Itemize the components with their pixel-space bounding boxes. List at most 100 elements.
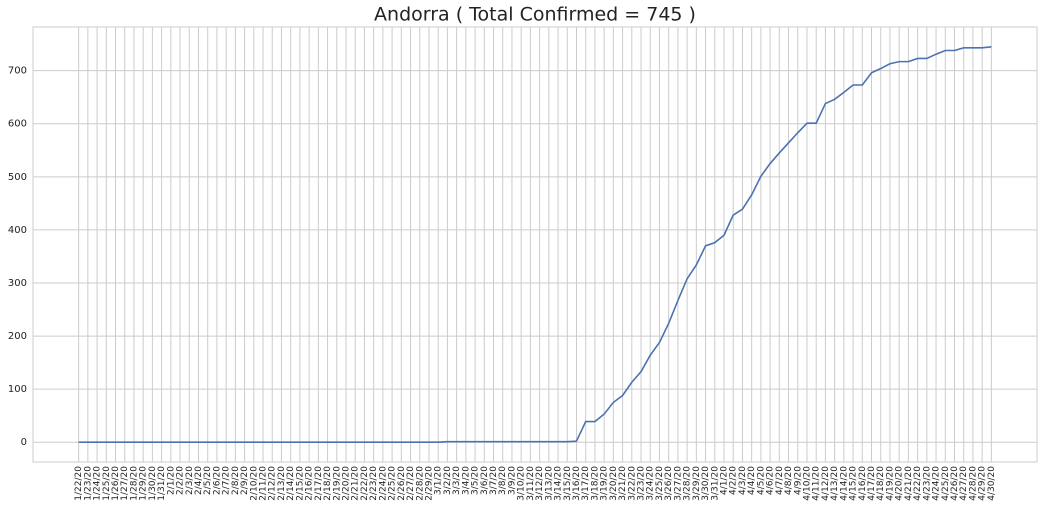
x-tick-label: 4/5/20 [756,466,766,495]
x-tick-label: 4/1/20 [719,466,729,495]
x-tick-label: 3/1/20 [434,466,444,495]
x-tick-label: 3/6/20 [480,466,490,495]
x-tick-label: 4/30/20 [987,466,997,501]
x-tick-label: 3/25/20 [655,466,665,501]
x-tick-label: 2/28/20 [415,466,425,501]
x-tick-label: 3/4/20 [461,466,471,495]
x-tick-label: 2/2/20 [176,466,186,495]
x-tick-label: 2/10/20 [249,466,259,501]
x-tick-label: 4/14/20 [839,466,849,501]
x-tick-label: 4/26/20 [950,466,960,501]
x-tick-label: 3/9/20 [507,466,517,495]
x-tick-label: 1/27/20 [120,466,130,501]
x-tick-label: 4/17/20 [867,466,877,501]
x-tick-label: 3/18/20 [590,466,600,501]
y-tick-label: 0 [21,437,27,448]
x-tick-label: 3/31/20 [710,466,720,501]
x-tick-label: 2/12/20 [268,466,278,501]
x-tick-label: 2/22/20 [360,466,370,501]
x-tick-label: 3/17/20 [581,466,591,501]
x-tick-label: 4/7/20 [775,466,785,495]
x-tick-label: 4/10/20 [802,466,812,501]
y-tick-label: 300 [8,278,27,289]
x-tick-label: 2/21/20 [351,466,361,501]
x-tick-label: 1/24/20 [93,466,103,501]
x-tick-label: 3/13/20 [544,466,554,501]
x-tick-label: 4/3/20 [738,466,748,495]
x-tick-label: 2/4/20 [194,466,204,495]
x-tick-label: 3/7/20 [489,466,499,495]
x-tick-label: 1/31/20 [157,466,167,501]
x-tick-label: 2/26/20 [397,466,407,501]
x-tick-label: 3/3/20 [452,466,462,495]
x-tick-label: 2/8/20 [231,466,241,495]
x-tick-label: 3/27/20 [673,466,683,501]
x-tick-label: 2/11/20 [259,466,269,501]
x-tick-label: 2/14/20 [286,466,296,501]
x-tick-label: 4/24/20 [932,466,942,501]
x-tick-label: 4/15/20 [849,466,859,501]
x-tick-label: 3/15/20 [563,466,573,501]
x-tick-label: 4/13/20 [830,466,840,501]
x-tick-label: 2/24/20 [378,466,388,501]
x-tick-label: 1/30/20 [148,466,158,501]
x-tick-label: 2/9/20 [240,466,250,495]
x-tick-label: 1/25/20 [102,466,112,501]
x-tick-label: 3/24/20 [646,466,656,501]
x-tick-label: 1/22/20 [74,466,84,501]
x-tick-label: 4/12/20 [821,466,831,501]
x-tick-label: 2/3/20 [185,466,195,495]
x-tick-label: 2/20/20 [342,466,352,501]
x-tick-label: 2/17/20 [314,466,324,501]
y-tick-label: 600 [8,119,27,130]
chart-title: Andorra ( Total Confirmed = 745 ) [374,4,696,26]
line [78,45,992,444]
x-tick-label: 1/26/20 [111,466,121,501]
x-tick-label: 4/28/20 [968,466,978,501]
x-tick-label: 4/29/20 [978,466,988,501]
x-tick-label: 3/22/20 [627,466,637,501]
x-tick-label: 4/2/20 [729,466,739,495]
x-tick-label: 2/19/20 [332,466,342,501]
x-tick-label: 4/21/20 [904,466,914,501]
x-tick-label: 3/2/20 [443,466,453,495]
x-tick-label: 3/23/20 [637,466,647,501]
x-tick-label: 2/13/20 [277,466,287,501]
x-tick-label: 4/23/20 [922,466,932,501]
x-tick-label: 4/4/20 [747,466,757,495]
x-tick-label: 2/7/20 [222,466,232,495]
x-tick-label: 4/18/20 [876,466,886,501]
x-tick-label: 4/27/20 [959,466,969,501]
x-tick-label: 2/5/20 [203,466,213,495]
x-tick-label: 4/20/20 [895,466,905,501]
x-tick-label: 2/1/20 [166,466,176,495]
x-tick-label: 4/22/20 [913,466,923,501]
x-tick-label: 3/30/20 [701,466,711,501]
x-tick-label: 1/28/20 [129,466,139,501]
x-tick-label: 3/5/20 [471,466,481,495]
x-tick-label: 3/26/20 [664,466,674,501]
x-tick-label: 2/27/20 [406,466,416,501]
x-tick-label: 4/6/20 [766,466,776,495]
x-tick-label: 2/16/20 [305,466,315,501]
x-tick-label: 1/23/20 [83,466,93,501]
x-tick-label: 3/29/20 [692,466,702,501]
x-tick-label: 4/8/20 [784,466,794,495]
x-tick-label: 3/28/20 [683,466,693,501]
x-tick-label: 2/15/20 [295,466,305,501]
plot-area [32,26,1038,463]
x-tick-label: 2/23/20 [369,466,379,501]
x-tick-label: 4/25/20 [941,466,951,501]
x-tick-label: 3/12/20 [535,466,545,501]
x-tick-label: 3/19/20 [600,466,610,501]
x-tick-label: 2/18/20 [323,466,333,501]
y-tick-label: 200 [8,331,27,342]
x-tick-label: 3/11/20 [526,466,536,501]
x-tick-label: 3/21/20 [618,466,628,501]
x-tick-label: 2/6/20 [212,466,222,495]
y-tick-label: 400 [8,225,27,236]
x-tick-label: 4/19/20 [885,466,895,501]
x-tick-label: 3/8/20 [498,466,508,495]
x-tick-label: 3/16/20 [572,466,582,501]
